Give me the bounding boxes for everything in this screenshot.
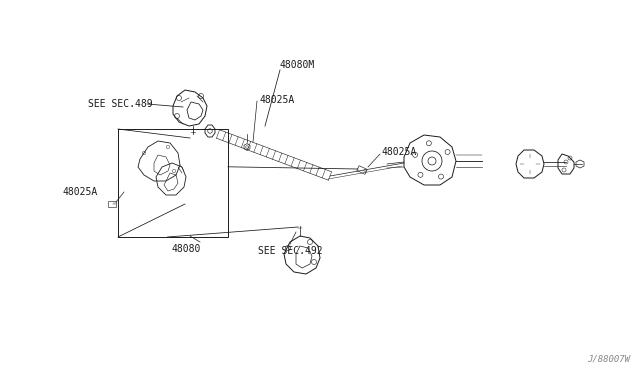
Text: 48080M: 48080M (280, 60, 316, 70)
Text: SEE SEC.489: SEE SEC.489 (88, 99, 152, 109)
Text: 48025A: 48025A (260, 95, 295, 105)
Text: 48025A: 48025A (382, 147, 417, 157)
Text: SEE SEC.492: SEE SEC.492 (258, 246, 323, 256)
Bar (118, 129, 228, 237)
Text: 48080: 48080 (172, 244, 201, 254)
Text: 48025A: 48025A (62, 187, 97, 197)
Text: J/88007W: J/88007W (587, 355, 630, 364)
